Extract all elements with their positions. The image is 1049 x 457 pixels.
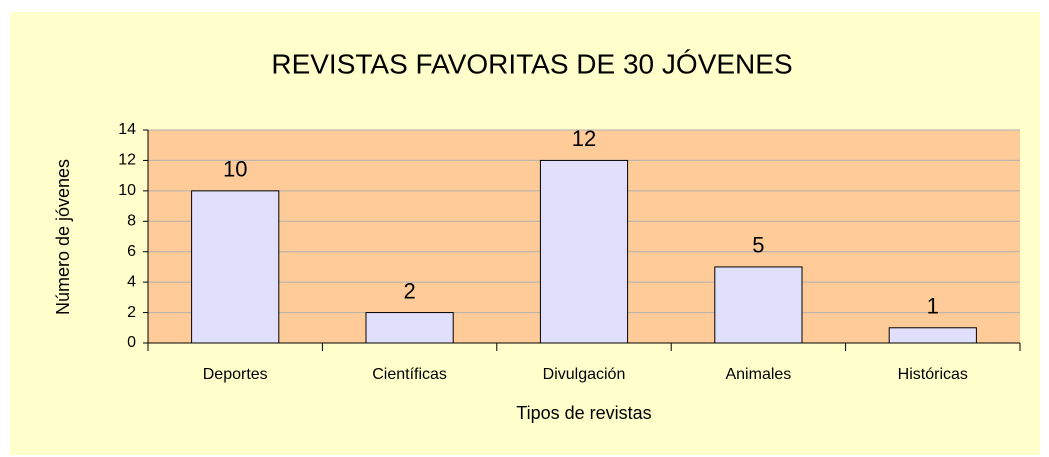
- y-tick-label: 4: [127, 273, 136, 290]
- y-tick-label: 14: [118, 121, 136, 138]
- bar: [539, 159, 629, 344]
- x-tick-label: Divulgación: [543, 366, 626, 383]
- x-tick-label: Animales: [725, 366, 791, 383]
- x-tick-label: Científicas: [372, 366, 447, 383]
- data-label: 5: [752, 233, 764, 258]
- bar: [191, 190, 280, 344]
- y-tick-label: 6: [127, 243, 136, 260]
- chart-title: REVISTAS FAVORITAS DE 30 JÓVENES: [271, 48, 792, 79]
- y-tick-label: 0: [127, 334, 136, 351]
- y-tick-label: 2: [127, 304, 136, 321]
- data-label: 12: [572, 126, 596, 151]
- bar: [714, 266, 803, 344]
- data-label: 10: [223, 157, 247, 182]
- y-tick-label: 12: [118, 152, 136, 169]
- bar: [365, 312, 454, 344]
- y-axis-label: Número de jóvenes: [53, 159, 73, 315]
- x-axis-label: Tipos de revistas: [516, 403, 651, 423]
- x-tick-label: Deportes: [203, 366, 268, 383]
- bar: [888, 327, 977, 344]
- y-tick-label: 10: [118, 182, 136, 199]
- y-tick-label: 8: [127, 213, 136, 230]
- data-label: 2: [403, 278, 415, 303]
- data-label: 1: [927, 294, 939, 319]
- x-tick-label: Históricas: [898, 366, 968, 383]
